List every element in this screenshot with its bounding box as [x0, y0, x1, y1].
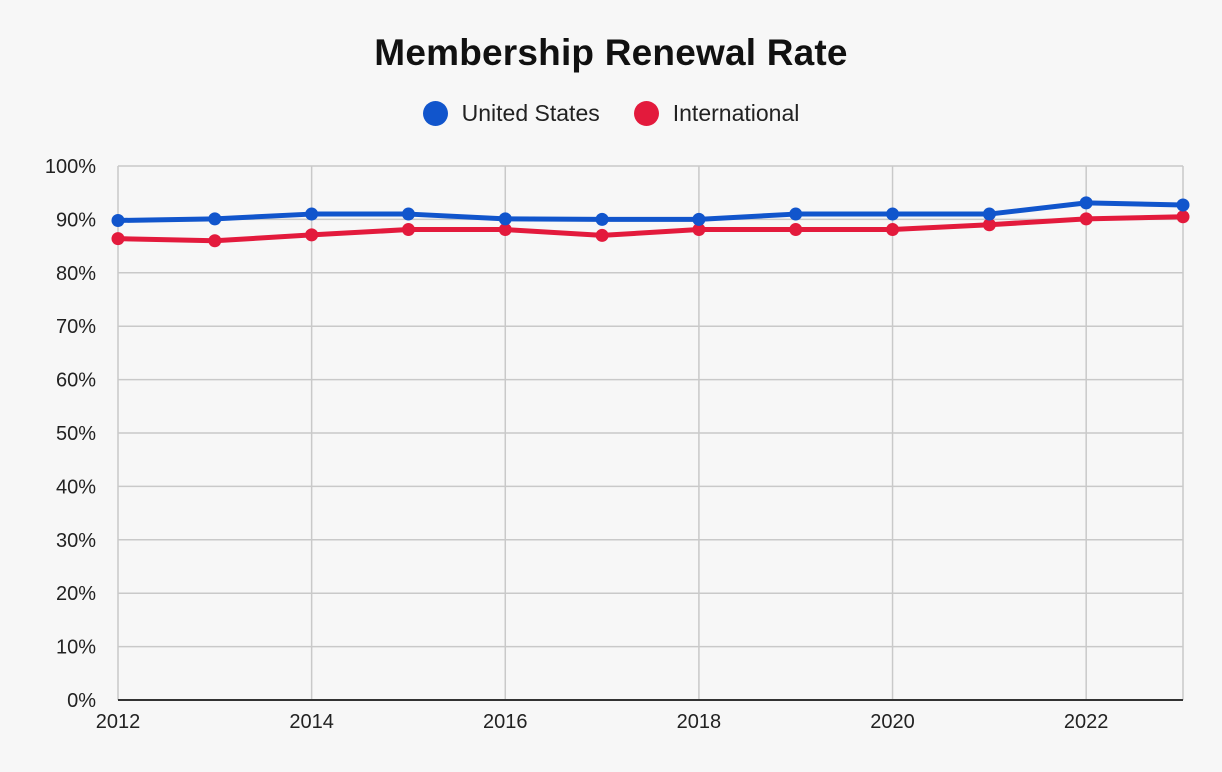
grid-layer	[117, 165, 1184, 700]
y-tick-label: 30%	[56, 530, 96, 552]
series-line	[115, 200, 1186, 223]
legend-label-international: International	[672, 100, 800, 126]
y-tick-label: 50%	[56, 423, 96, 445]
data-point	[789, 223, 803, 237]
x-tick-label: 2018	[677, 711, 722, 733]
data-point	[305, 228, 319, 242]
data-point	[982, 218, 996, 232]
y-tick-label: 90%	[56, 209, 96, 231]
y-tick-label: 60%	[56, 370, 96, 392]
y-tick-label: 10%	[56, 637, 96, 659]
data-point	[1176, 198, 1190, 212]
chart-title: Membership Renewal Rate	[374, 32, 848, 73]
data-point	[595, 212, 609, 226]
x-tick-label: 2014	[289, 711, 334, 733]
series-layer	[111, 196, 1190, 248]
legend-item-international[interactable]: International	[633, 100, 800, 127]
data-point	[208, 234, 222, 248]
data-point	[498, 212, 512, 226]
data-point	[305, 207, 319, 221]
y-tick-label: 80%	[56, 263, 96, 285]
legend-label-us: United States	[461, 100, 600, 126]
data-point	[595, 228, 609, 242]
legend-item-us[interactable]: United States	[422, 100, 600, 127]
series-line	[115, 214, 1186, 244]
data-point	[111, 232, 125, 246]
data-point	[498, 223, 512, 237]
data-point	[886, 223, 900, 237]
x-tick-label: 2020	[870, 711, 915, 733]
legend-swatch-international	[633, 101, 659, 126]
legend-swatch-us	[422, 101, 448, 126]
data-point	[789, 207, 803, 221]
data-point	[1079, 212, 1093, 226]
y-tick-label: 100%	[45, 156, 96, 178]
y-tick-label: 20%	[56, 583, 96, 605]
y-tick-label: 70%	[56, 316, 96, 338]
x-tick-label: 2016	[483, 711, 528, 733]
data-point	[111, 213, 125, 227]
data-point	[982, 207, 996, 221]
data-point	[401, 223, 415, 237]
x-tick-label: 2022	[1064, 711, 1109, 733]
data-point	[401, 207, 415, 221]
legend: United States International	[0, 100, 1222, 127]
data-point	[692, 223, 706, 237]
data-point	[1079, 196, 1093, 210]
data-point	[692, 212, 706, 226]
data-point	[208, 212, 222, 226]
y-tick-label: 0%	[67, 690, 96, 712]
data-point	[886, 207, 900, 221]
data-point	[1176, 210, 1190, 224]
y-tick-label: 40%	[56, 476, 96, 498]
axis-layer: 0% 10% 20% 30% 40% 50% 60% 70% 80% 90% 100% 2012 201…	[45, 156, 1183, 733]
x-tick-label: 2012	[96, 711, 141, 733]
